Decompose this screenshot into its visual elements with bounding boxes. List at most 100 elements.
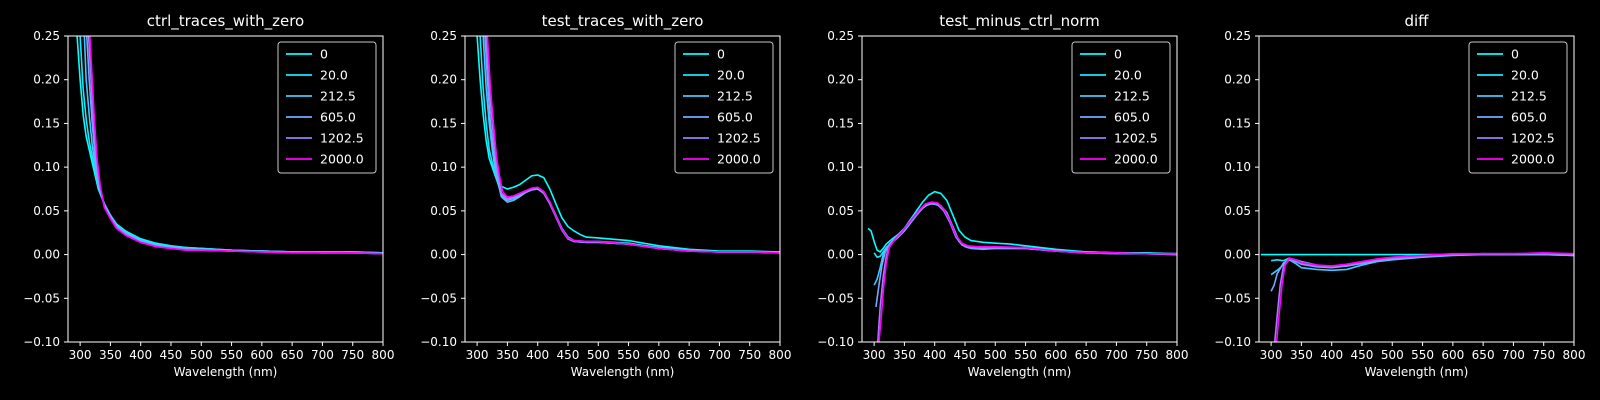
y-tick-label: 0.10 <box>430 160 457 174</box>
x-tick-label: 650 <box>1075 348 1098 362</box>
legend-entry: 0 <box>717 47 725 62</box>
chart-panel-2: test_minus_ctrl_norm 300 350 400 450 500 550 60… <box>817 12 1188 379</box>
y-tick-label: 0.05 <box>1224 204 1251 218</box>
x-tick-label: 400 <box>1320 348 1343 362</box>
x-tick-label: 750 <box>738 348 761 362</box>
y-tick-label: 0.00 <box>430 248 457 262</box>
chart-title: test_traces_with_zero <box>542 12 704 31</box>
y-tick-label: 0.10 <box>827 160 854 174</box>
x-tick-label: 750 <box>1135 348 1158 362</box>
y-tick-label: 0.00 <box>827 248 854 262</box>
series-line-5 <box>89 36 383 255</box>
x-tick-label: 600 <box>250 348 273 362</box>
y-tick-label: 0.25 <box>33 29 60 43</box>
y-tick-label: 0.25 <box>827 29 854 43</box>
y-tick-label: 0.15 <box>827 116 854 130</box>
x-axis-label: Wavelength (nm) <box>1365 365 1469 379</box>
x-tick-label: 800 <box>1166 348 1189 362</box>
y-tick-label: 0.15 <box>33 116 60 130</box>
x-tick-label: 300 <box>466 348 489 362</box>
legend-entry: 2000.0 <box>717 152 761 167</box>
x-tick-label: 700 <box>1502 348 1525 362</box>
legend-entry: 212.5 <box>1114 89 1150 104</box>
series-line-0 <box>476 36 780 253</box>
x-tick-label: 550 <box>1411 348 1434 362</box>
y-tick-label: 0.00 <box>1224 248 1251 262</box>
chart-title: ctrl_traces_with_zero <box>147 12 304 31</box>
y-tick-label: −0.10 <box>817 335 854 349</box>
plot-frame <box>1258 35 1575 343</box>
legend-entry: 2000.0 <box>1511 152 1555 167</box>
x-tick-label: 350 <box>496 348 519 362</box>
x-tick-label: 450 <box>557 348 580 362</box>
x-tick-label: 450 <box>954 348 977 362</box>
series-line-3 <box>1270 253 1574 292</box>
plot-frame <box>861 35 1178 343</box>
legend-entry: 2000.0 <box>320 152 364 167</box>
x-tick-label: 800 <box>1563 348 1586 362</box>
x-tick-label: 650 <box>678 348 701 362</box>
x-tick-label: 650 <box>281 348 304 362</box>
legend-entry: 20.0 <box>1511 68 1539 83</box>
legend-entry: 212.5 <box>320 89 356 104</box>
x-tick-label: 300 <box>69 348 92 362</box>
x-tick-label: 600 <box>1044 348 1067 362</box>
y-tick-label: −0.05 <box>817 291 854 305</box>
legend-entry: 605.0 <box>1511 110 1547 125</box>
series-line-5 <box>878 201 1177 342</box>
legend-entry: 605.0 <box>1114 110 1150 125</box>
series-line-4 <box>876 202 1177 342</box>
chart-title: test_minus_ctrl_norm <box>939 12 1100 31</box>
x-tick-label: 550 <box>617 348 640 362</box>
x-tick-label: 550 <box>220 348 243 362</box>
x-tick-label: 800 <box>372 348 395 362</box>
x-tick-label: 500 <box>587 348 610 362</box>
series-line-5 <box>1275 252 1574 342</box>
x-tick-label: 700 <box>708 348 731 362</box>
x-tick-label: 550 <box>1014 348 1037 362</box>
x-tick-label: 500 <box>984 348 1007 362</box>
y-tick-label: −0.05 <box>1214 291 1251 305</box>
x-tick-label: 700 <box>311 348 334 362</box>
y-tick-label: 0.25 <box>1224 29 1251 43</box>
x-tick-label: 300 <box>1260 348 1283 362</box>
y-tick-label: 0.20 <box>33 73 60 87</box>
x-tick-label: 400 <box>923 348 946 362</box>
x-tick-label: 600 <box>647 348 670 362</box>
x-tick-label: 800 <box>769 348 792 362</box>
x-tick-label: 750 <box>1532 348 1555 362</box>
legend-entry: 1202.5 <box>320 131 364 146</box>
legend-entry: 1202.5 <box>717 131 761 146</box>
y-tick-label: −0.10 <box>420 335 457 349</box>
y-tick-label: 0.15 <box>430 116 457 130</box>
series-line-3 <box>875 203 1177 308</box>
x-tick-label: 300 <box>863 348 886 362</box>
legend-entry: 605.0 <box>320 110 356 125</box>
plot-frame <box>67 35 384 343</box>
y-tick-label: 0.20 <box>1224 73 1251 87</box>
x-tick-label: 700 <box>1105 348 1128 362</box>
x-tick-label: 400 <box>129 348 152 362</box>
x-tick-label: 500 <box>190 348 213 362</box>
legend-entry: 212.5 <box>717 89 753 104</box>
legend-entry: 0 <box>320 47 328 62</box>
chart-panel-1: test_traces_with_zero 300 350 400 450 500 550 6… <box>420 12 791 379</box>
x-tick-label: 350 <box>1290 348 1313 362</box>
legend-entry: 20.0 <box>320 68 348 83</box>
legend-entry: 1202.5 <box>1511 131 1555 146</box>
x-tick-label: 350 <box>893 348 916 362</box>
chart-title: diff <box>1404 12 1429 30</box>
legend-entry: 20.0 <box>717 68 745 83</box>
legend-entry: 2000.0 <box>1114 152 1158 167</box>
x-tick-label: 350 <box>99 348 122 362</box>
x-tick-label: 600 <box>1441 348 1464 362</box>
y-tick-label: −0.05 <box>420 291 457 305</box>
legend-entry: 605.0 <box>717 110 753 125</box>
y-tick-label: 0.05 <box>430 204 457 218</box>
x-axis-label: Wavelength (nm) <box>174 365 278 379</box>
legend-entry: 212.5 <box>1511 89 1547 104</box>
x-tick-label: 750 <box>341 348 364 362</box>
x-axis-label: Wavelength (nm) <box>571 365 675 379</box>
legend: 0 20.0 212.5 605.0 1202.5 2000.0 <box>277 41 377 174</box>
